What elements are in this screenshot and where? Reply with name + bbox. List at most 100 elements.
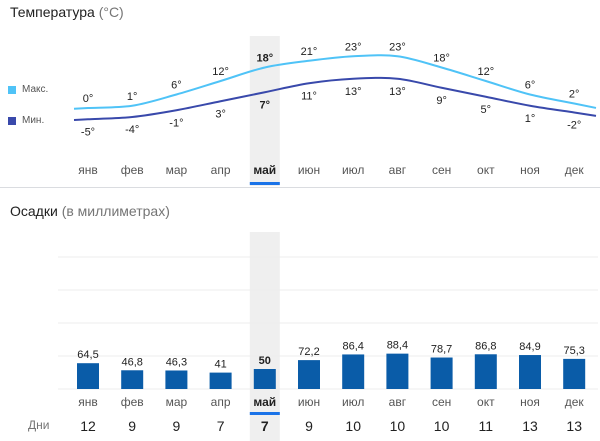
rain-days-value: 13: [522, 418, 538, 434]
min-temp-line: [73, 76, 597, 121]
max-temp-label: 23°: [389, 41, 406, 53]
precip-title-text: Осадки: [10, 203, 58, 219]
temp-month-label: май: [253, 163, 276, 177]
precip-bar: [342, 354, 365, 389]
rain-days-value: 10: [390, 418, 406, 434]
temp-month-label: июн: [298, 163, 320, 177]
min-temp-label: -2°: [567, 120, 581, 132]
precip-month-label: янв: [78, 395, 98, 409]
precip-month-label: сен: [432, 395, 451, 409]
precip-bar: [165, 370, 188, 389]
max-temp-line: [73, 54, 597, 110]
legend-max-swatch: [8, 85, 16, 94]
rain-days-value: 10: [345, 418, 361, 434]
precip-value-label: 86,4: [342, 340, 363, 352]
precip-selected-underline: [249, 412, 280, 415]
precip-month-label: май: [253, 395, 276, 409]
precip-highlight-column: [249, 232, 280, 441]
min-temp-label: 5°: [481, 104, 492, 116]
rain-days-value: 13: [566, 418, 582, 434]
rain-days-value: 9: [173, 418, 181, 434]
precip-month-label: авг: [389, 395, 407, 409]
precip-month-label: фев: [121, 395, 144, 409]
precip-value-label: 78,7: [431, 344, 452, 356]
precip-value-label: 72,2: [298, 346, 319, 358]
precip-bar: [474, 354, 497, 389]
precip-bar: [430, 357, 453, 389]
max-temp-label: 18°: [256, 53, 273, 65]
precip-bar: [253, 369, 276, 389]
min-temp-label: 13°: [389, 86, 406, 98]
temperature-unit: (°C): [98, 4, 124, 20]
rain-days-value: 12: [80, 418, 96, 434]
rain-days-value: 7: [217, 418, 225, 434]
precip-value-label: 46,8: [121, 356, 142, 368]
legend-max-label: Макс.: [22, 84, 49, 95]
precip-month-label: дек: [565, 395, 585, 409]
max-temp-label: 12°: [477, 66, 494, 78]
min-temp-label: 11°: [301, 90, 317, 102]
precip-month-label: апр: [211, 395, 231, 409]
temp-month-label: апр: [211, 163, 231, 177]
min-temp-label: -1°: [169, 117, 183, 129]
precip-unit: (в миллиметрах): [61, 203, 170, 219]
precip-value-label: 64,5: [77, 349, 98, 361]
max-temp-label: 21°: [301, 46, 318, 58]
rain-days-value: 9: [305, 418, 313, 434]
max-temp-label: 1°: [127, 91, 138, 103]
precip-bar: [209, 372, 232, 389]
precip-value-label: 46,3: [166, 356, 187, 368]
precip-value-label: 86,8: [475, 340, 496, 352]
max-temp-label: 12°: [212, 66, 229, 78]
temp-month-label: мар: [166, 163, 188, 177]
precip-value-label: 50: [259, 355, 271, 367]
min-temp-label: -5°: [81, 126, 95, 138]
precip-bar: [519, 355, 541, 389]
temp-month-label: ноя: [520, 163, 540, 177]
precip-month-label: мар: [166, 395, 188, 409]
legend-min-swatch: [8, 116, 16, 125]
rain-days-value: 7: [261, 418, 269, 434]
rain-days-value: 9: [128, 418, 136, 434]
legend-min-label: Мин.: [22, 115, 45, 126]
precip-bar: [386, 353, 409, 389]
legend-min: Мин.: [8, 115, 44, 126]
precip-value-label: 88,4: [387, 340, 408, 352]
rain-days-value: 11: [479, 418, 494, 434]
temperature-title: Температура (°C): [10, 4, 124, 20]
precip-month-label: окт: [477, 395, 495, 409]
precip-title: Осадки (в миллиметрах): [10, 203, 170, 219]
precip-month-label: июн: [298, 395, 320, 409]
min-temp-label: 1°: [525, 113, 536, 125]
temp-selected-underline: [249, 182, 280, 185]
temp-month-label: дек: [565, 163, 585, 177]
precip-month-label: июл: [342, 395, 364, 409]
max-temp-label: 18°: [433, 53, 450, 65]
max-temp-label: 23°: [345, 41, 362, 53]
min-temp-label: 7°: [260, 99, 271, 111]
min-temp-label: 9°: [436, 95, 447, 107]
precip-bar: [563, 358, 586, 389]
temp-month-label: янв: [78, 163, 98, 177]
min-temp-label: -4°: [125, 124, 139, 136]
max-temp-label: 6°: [525, 80, 536, 92]
precip-month-label: ноя: [520, 395, 540, 409]
temperature-title-text: Температура: [10, 4, 95, 20]
max-temp-label: 2°: [569, 89, 580, 101]
temp-month-label: фев: [121, 163, 144, 177]
temp-month-label: июл: [342, 163, 364, 177]
min-temp-label: 3°: [215, 108, 226, 120]
temp-month-label: авг: [389, 163, 407, 177]
precip-value-label: 75,3: [563, 345, 584, 357]
legend-max: Макс.: [8, 84, 48, 95]
rain-days-value: 10: [434, 418, 450, 434]
precip-bar: [298, 360, 320, 389]
precip-value-label: 84,9: [519, 341, 540, 353]
precip-bar: [77, 363, 99, 389]
temp-month-label: сен: [432, 163, 451, 177]
precip-bar: [121, 370, 144, 389]
days-label: Дни: [28, 418, 50, 432]
min-temp-label: 13°: [345, 86, 362, 98]
temp-month-label: окт: [477, 163, 495, 177]
